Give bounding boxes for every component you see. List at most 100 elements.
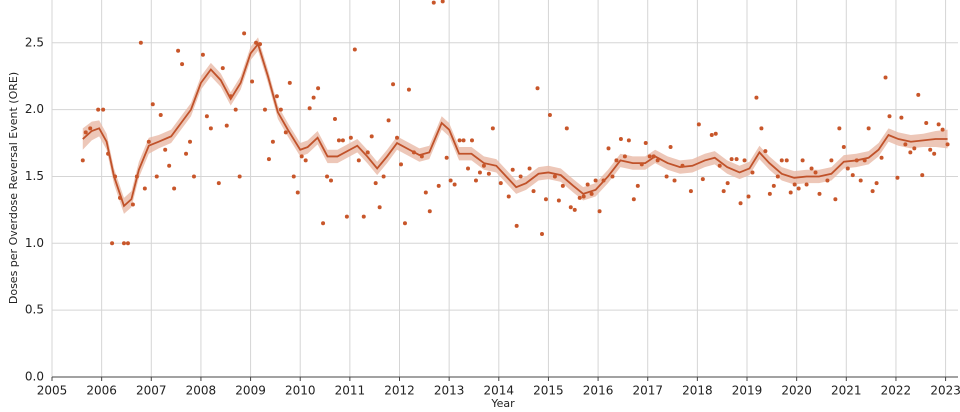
- data-point: [461, 138, 466, 143]
- data-point: [899, 115, 904, 120]
- data-point: [336, 138, 341, 143]
- data-point: [651, 154, 656, 159]
- data-point: [328, 178, 333, 183]
- data-point: [631, 197, 636, 202]
- data-point: [639, 162, 644, 167]
- data-point: [395, 135, 400, 140]
- data-point: [242, 31, 247, 36]
- data-point: [879, 155, 884, 160]
- data-point: [96, 107, 101, 112]
- data-point: [444, 155, 449, 160]
- data-point: [610, 174, 615, 179]
- data-point: [344, 214, 349, 219]
- data-point: [332, 116, 337, 121]
- data-point: [792, 182, 797, 187]
- data-point: [142, 186, 147, 191]
- x-tick-label: 2009: [235, 384, 266, 398]
- data-point: [874, 181, 879, 186]
- data-point: [552, 174, 557, 179]
- data-point: [543, 197, 548, 202]
- data-point: [916, 92, 921, 97]
- data-point: [527, 166, 532, 171]
- data-point: [287, 80, 292, 85]
- data-point: [110, 241, 115, 246]
- confidence-band: [82, 37, 948, 214]
- data-point: [121, 241, 126, 246]
- data-point: [585, 182, 590, 187]
- data-point: [158, 112, 163, 117]
- x-tick-label: 2017: [632, 384, 663, 398]
- data-point: [759, 126, 764, 131]
- data-point: [506, 194, 511, 199]
- data-point: [325, 174, 330, 179]
- data-point: [680, 163, 685, 168]
- data-point: [146, 139, 151, 144]
- data-point: [154, 174, 159, 179]
- y-axis-label: Doses per Overdose Reversal Event (ORE): [7, 72, 20, 304]
- data-point: [270, 139, 275, 144]
- data-point: [321, 221, 326, 226]
- data-point: [514, 223, 519, 228]
- data-point: [800, 158, 805, 163]
- data-point: [452, 182, 457, 187]
- data-point: [172, 186, 177, 191]
- data-point: [626, 138, 631, 143]
- data-point: [490, 126, 495, 131]
- data-point: [419, 154, 424, 159]
- data-point: [473, 178, 478, 183]
- data-point: [779, 158, 784, 163]
- x-tick-label: 2018: [682, 384, 713, 398]
- data-point: [746, 194, 751, 199]
- x-tick-label: 2013: [434, 384, 465, 398]
- data-point: [841, 145, 846, 150]
- data-point: [597, 209, 602, 214]
- data-point: [113, 174, 118, 179]
- data-point: [163, 147, 168, 152]
- data-point: [887, 114, 892, 119]
- data-point: [377, 205, 382, 210]
- data-point: [932, 151, 937, 156]
- x-tick-label: 2014: [484, 384, 515, 398]
- data-point: [664, 174, 669, 179]
- data-point: [237, 174, 242, 179]
- data-point: [854, 158, 859, 163]
- data-point: [796, 186, 801, 191]
- x-tick-label: 2012: [384, 384, 415, 398]
- data-point: [547, 112, 552, 117]
- data-point: [184, 151, 189, 156]
- data-point: [721, 189, 726, 194]
- data-point: [775, 174, 780, 179]
- data-point: [406, 87, 411, 92]
- data-point: [220, 66, 225, 71]
- y-tick-label: 0.5: [25, 303, 44, 317]
- data-point: [258, 42, 263, 47]
- data-point: [908, 150, 913, 155]
- data-point: [411, 150, 416, 155]
- data-point: [518, 174, 523, 179]
- y-tick-label: 0.0: [25, 370, 44, 384]
- data-point: [369, 134, 374, 139]
- data-point: [481, 163, 486, 168]
- data-point: [729, 157, 734, 162]
- data-point: [356, 158, 361, 163]
- data-point: [539, 231, 544, 236]
- data-point: [647, 154, 652, 159]
- data-point: [340, 138, 345, 143]
- x-tick-label: 2007: [136, 384, 167, 398]
- data-point: [167, 163, 172, 168]
- data-point: [700, 177, 705, 182]
- data-point: [668, 145, 673, 150]
- data-point: [134, 174, 139, 179]
- data-point: [643, 141, 648, 146]
- data-point: [581, 194, 586, 199]
- data-point: [817, 191, 822, 196]
- data-point: [655, 158, 660, 163]
- data-point: [150, 102, 155, 107]
- x-tick-label: 2015: [533, 384, 564, 398]
- data-point: [138, 40, 143, 45]
- data-point: [224, 123, 229, 128]
- data-point: [945, 142, 950, 147]
- data-point: [477, 170, 482, 175]
- data-point: [717, 163, 722, 168]
